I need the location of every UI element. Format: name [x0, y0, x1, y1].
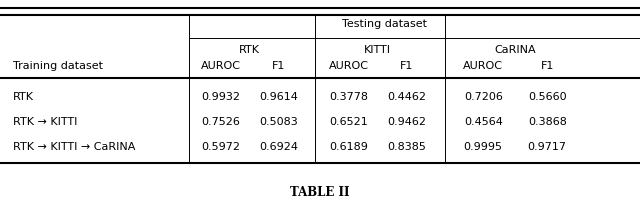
Text: 0.9995: 0.9995 [464, 142, 502, 152]
Text: RTK → KITTI: RTK → KITTI [13, 117, 77, 127]
Text: KITTI: KITTI [364, 45, 391, 55]
Text: 0.5660: 0.5660 [528, 92, 566, 102]
Text: AUROC: AUROC [463, 61, 503, 71]
Text: 0.3868: 0.3868 [528, 117, 566, 127]
Text: 0.9614: 0.9614 [259, 92, 298, 102]
Text: 0.6924: 0.6924 [259, 142, 298, 152]
Text: Training dataset: Training dataset [13, 61, 103, 71]
Text: 0.5972: 0.5972 [202, 142, 240, 152]
Text: 0.9462: 0.9462 [387, 117, 426, 127]
Text: F1: F1 [541, 61, 554, 71]
Text: 0.5083: 0.5083 [259, 117, 298, 127]
Text: 0.8385: 0.8385 [387, 142, 426, 152]
Text: 0.7206: 0.7206 [464, 92, 502, 102]
Text: 0.4462: 0.4462 [387, 92, 426, 102]
Text: RTK: RTK [239, 45, 260, 55]
Text: 0.9717: 0.9717 [528, 142, 566, 152]
Text: F1: F1 [400, 61, 413, 71]
Text: AUROC: AUROC [329, 61, 369, 71]
Text: RTK → KITTI → CaRINA: RTK → KITTI → CaRINA [13, 142, 135, 152]
Text: 0.6521: 0.6521 [330, 117, 368, 127]
Text: 0.3778: 0.3778 [330, 92, 368, 102]
Text: 0.7526: 0.7526 [202, 117, 240, 127]
Text: AUROC: AUROC [201, 61, 241, 71]
Text: 0.6189: 0.6189 [330, 142, 368, 152]
Text: F1: F1 [272, 61, 285, 71]
Text: 0.4564: 0.4564 [464, 117, 502, 127]
Text: RTK: RTK [13, 92, 34, 102]
Text: Testing dataset: Testing dataset [342, 19, 426, 29]
Text: CaRINA: CaRINA [494, 45, 536, 55]
Text: 0.9932: 0.9932 [202, 92, 240, 102]
Text: TABLE II: TABLE II [291, 186, 349, 199]
